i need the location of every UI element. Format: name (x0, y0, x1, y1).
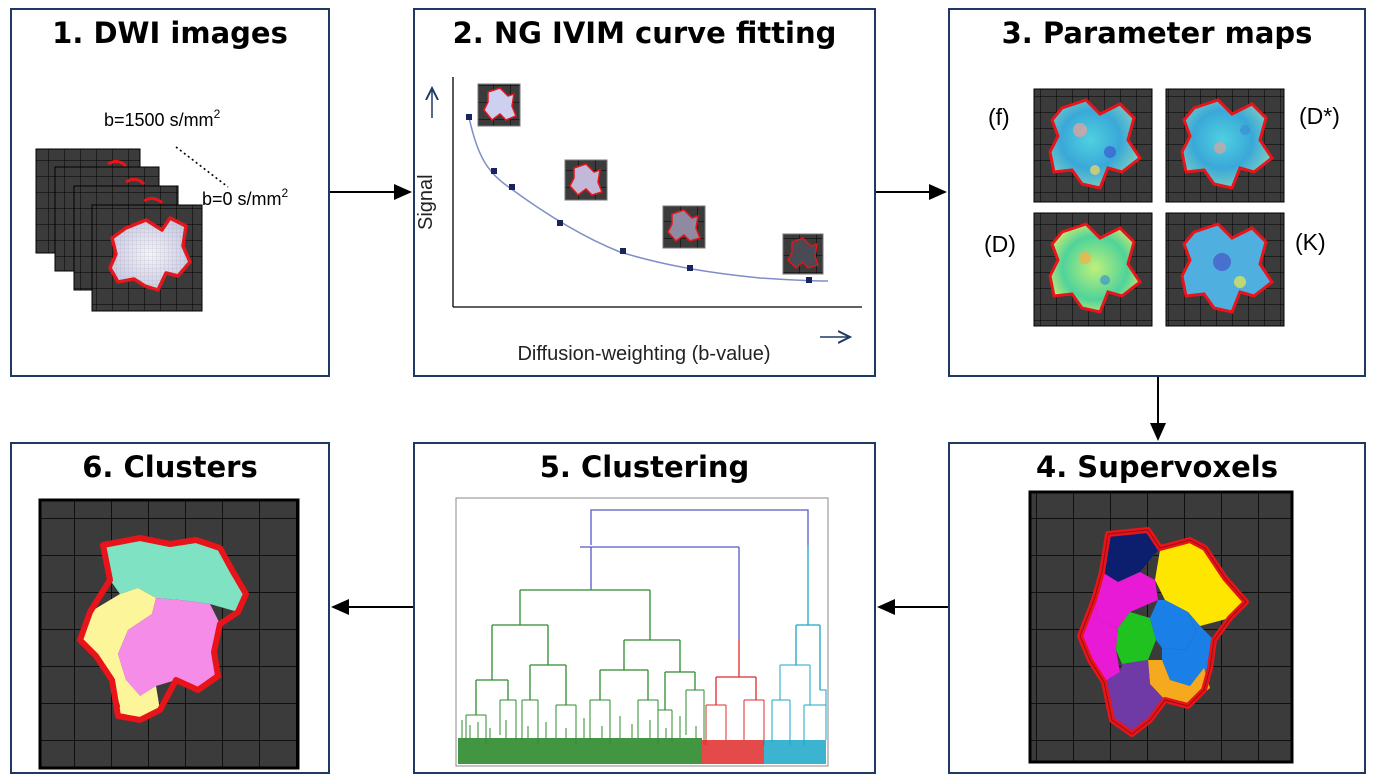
b-value-high-label: b=1500 s/mm2 (104, 107, 221, 130)
b-value-low-label: b=0 s/mm2 (202, 186, 289, 209)
y-axis-label: Signal (415, 174, 437, 230)
fit-curve (468, 116, 829, 282)
x-axis-label: Diffusion-weighting (b-value) (517, 343, 770, 365)
data-points (466, 114, 812, 283)
thumb-b2 (662, 205, 706, 249)
panel-title: 5. Clustering (539, 450, 750, 484)
map-k (1165, 212, 1285, 327)
thumb-b0 (477, 83, 521, 127)
panel-title: 3. Parameter maps (1001, 16, 1313, 50)
panel-title: 4. Supervoxels (1036, 450, 1278, 484)
map-d (1033, 212, 1153, 327)
thumb-b3 (782, 233, 824, 275)
map-f (1033, 88, 1153, 203)
thumb-b1 (564, 159, 608, 201)
dwi-stack (35, 146, 229, 312)
panel-parameter-maps: 3. Parameter maps (948, 8, 1366, 377)
map-dstar (1165, 88, 1285, 203)
cluster-map (38, 498, 300, 770)
map-label-f: (f) (988, 104, 1010, 130)
panel-clustering: 5. Clustering (413, 442, 876, 774)
map-label-dstar: (D*) (1299, 103, 1340, 129)
panel-title: 2. NG IVIM curve fitting (452, 16, 837, 50)
supervoxel-map (1028, 490, 1294, 764)
map-label-d: (D) (984, 231, 1016, 257)
dendrogram (455, 497, 829, 767)
fit-chart (432, 77, 862, 337)
map-label-k: (K) (1295, 229, 1326, 255)
panel-title: 1. DWI images (52, 16, 288, 50)
panel-title: 6. Clusters (82, 450, 258, 484)
panel-curve-fitting: 2. NG IVIM curve fitting (413, 8, 876, 377)
